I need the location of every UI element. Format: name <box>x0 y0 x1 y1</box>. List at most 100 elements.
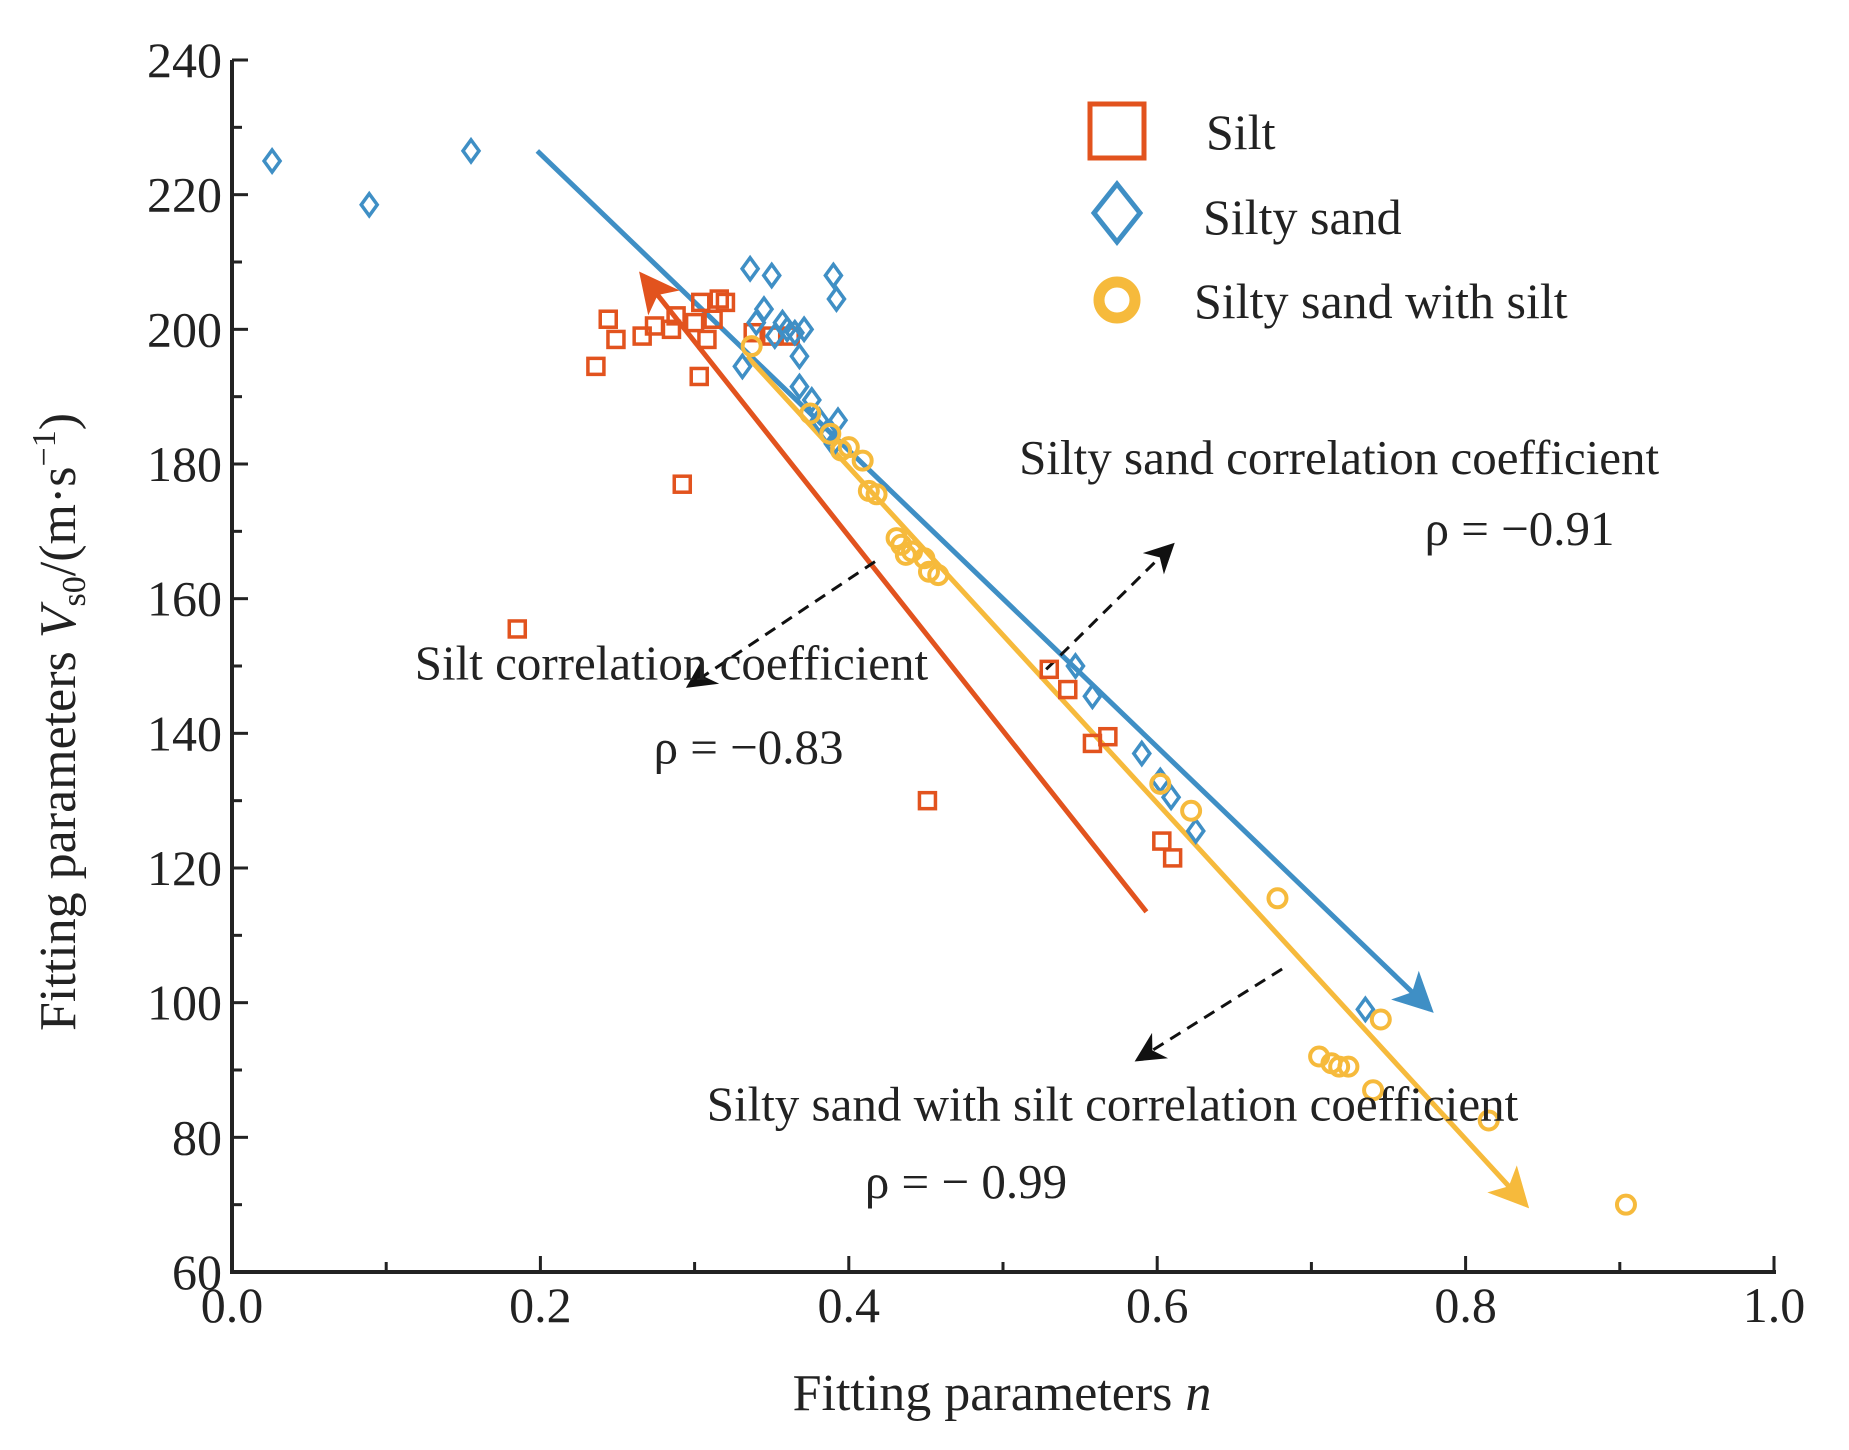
silt-annotation-arrow <box>685 560 876 688</box>
legend-silty-sand-with-silt-label: Silty sand with silt <box>1194 273 1568 329</box>
silty-sand-point <box>359 190 380 219</box>
silty-sand-point <box>789 372 810 401</box>
y-axis-label: Fitting parameters Vs0/(m·s−1) <box>26 413 93 1031</box>
silty-sand-with-silt-rho-label: ρ = − 0.99 <box>865 1154 1067 1209</box>
x-tick-label: 0.0 <box>201 1277 264 1333</box>
silt-point <box>1058 679 1078 700</box>
silty-sand-with-silt-point <box>1362 1079 1385 1102</box>
silt-point <box>1098 726 1118 747</box>
y-axis-label-unit-sup: −1 <box>26 430 63 466</box>
legend: Silt Silty sand Silty sand with silt <box>1087 101 1568 329</box>
silt-point <box>703 309 723 329</box>
silty-sand-point <box>732 352 753 381</box>
x-axis-label-var: n <box>1185 1365 1211 1422</box>
silt-point <box>1039 659 1060 680</box>
silt-point <box>598 309 618 329</box>
y-tick-label: 140 <box>147 705 222 761</box>
x-ticks: 0.0 0.2 0.4 0.6 0.8 1.0 <box>201 1256 1806 1333</box>
y-tick-label: 100 <box>147 975 222 1031</box>
y-axis-label-sub: s0 <box>56 576 93 606</box>
x-tick-label: 0.6 <box>1126 1277 1189 1333</box>
legend-silty-sand-symbol <box>1090 179 1144 247</box>
silt-rho-label: ρ = −0.83 <box>654 720 844 775</box>
legend-silt-label: Silt <box>1206 104 1276 160</box>
x-axis-label-prefix: Fitting parameters <box>793 1365 1186 1422</box>
silty-sand-point <box>1065 652 1086 680</box>
x-tick-label: 0.4 <box>818 1277 881 1333</box>
silty-sand-trend-arrow <box>535 149 1434 1013</box>
silt-point <box>1162 848 1183 868</box>
silty-sand-with-silt-point <box>927 564 950 587</box>
silty-sand-point <box>823 261 844 290</box>
y-axis-label-unit-open: /(m·s <box>30 466 87 576</box>
silty-sand-with-silt-point <box>865 483 888 506</box>
silty-sand-with-silt-point <box>851 449 874 472</box>
legend-silt-symbol <box>1087 101 1147 161</box>
x-tick-label: 1.0 <box>1743 1277 1806 1333</box>
silt-point <box>632 326 652 346</box>
silt-point <box>917 790 938 811</box>
silty-sand-point <box>826 285 847 314</box>
silt-point <box>661 319 682 340</box>
silt-point <box>691 292 711 313</box>
silty-sand-with-silt-point <box>819 422 842 445</box>
annotation-texts: Silt correlation coefficient ρ = −0.83 S… <box>415 430 1660 1209</box>
silt-point <box>586 356 606 377</box>
annotation-arrows <box>685 542 1283 1062</box>
silty-sand-point <box>1131 739 1152 768</box>
silty-sand-point <box>1185 816 1206 845</box>
silty-sand-point <box>801 386 822 415</box>
silty-sand-rho-label: ρ = −0.91 <box>1425 501 1615 556</box>
silty-sand-correlation-label: Silty sand correlation coefficient <box>1019 430 1659 485</box>
y-axis-label-prefix: Fitting parameters <box>30 638 87 1031</box>
silt-point <box>1152 831 1172 851</box>
silt-point <box>606 329 626 350</box>
silty-sand-annotation-arrow <box>1045 542 1175 671</box>
silt-point <box>672 474 693 494</box>
silty-sand-point <box>460 136 482 165</box>
silty-sand-point <box>1355 995 1376 1024</box>
silty-sand-with-silt-point <box>1477 1109 1500 1132</box>
silty-sand-with-silt-point <box>890 533 913 556</box>
y-tick-label: 80 <box>172 1109 222 1165</box>
x-axis-label: Fitting parameters n <box>793 1365 1212 1422</box>
silty-sand-point <box>809 406 830 435</box>
silt-correlation-label: Silt correlation coefficient <box>415 635 929 690</box>
silty-sand-with-silt-point <box>1328 1055 1351 1078</box>
silt-point <box>715 292 736 313</box>
y-tick-label: 220 <box>147 167 222 223</box>
silty-sand-with-silt-point <box>1337 1055 1360 1078</box>
silt-point <box>743 322 763 343</box>
y-tick-label: 120 <box>147 840 222 896</box>
silty-sand-with-silt-point <box>837 436 860 459</box>
silt-point <box>507 619 528 639</box>
silty-sand-point <box>739 254 761 283</box>
y-axis-label-unit-close: ) <box>30 413 87 430</box>
legend-silty-sand-with-silt-symbol <box>1093 276 1141 324</box>
silt-point <box>689 366 709 387</box>
silt-point <box>709 289 730 309</box>
silt-trend-arrow <box>639 271 1149 914</box>
y-tick-label: 180 <box>147 436 222 492</box>
silty-sand-with-silt-point <box>1149 772 1172 795</box>
silty-sand-point <box>1082 682 1103 711</box>
silty-sand-with-silt-correlation-label: Silty sand with silt correlation coeffic… <box>707 1077 1519 1132</box>
legend-silty-sand-label: Silty sand <box>1203 189 1402 245</box>
y-tick-label: 200 <box>147 301 222 357</box>
x-tick-label: 0.2 <box>509 1277 572 1333</box>
silty-sand-point <box>753 295 775 324</box>
y-tick-label: 240 <box>147 32 222 88</box>
y-tick-label: 160 <box>147 571 222 627</box>
silty-sand-point <box>761 261 782 290</box>
silty-sand-point <box>1160 783 1182 812</box>
plot-area: 0.0 0.2 0.4 0.6 0.8 1.0 60 80 100 120 140 160 180 20… <box>147 32 1805 1333</box>
y-ticks: 60 80 100 120 140 160 180 200 220 240 <box>147 32 248 1300</box>
silt-point <box>666 306 686 326</box>
silty-sand-with-silt-point <box>1180 799 1203 822</box>
silt-point <box>697 329 717 350</box>
silty-sand-point <box>784 318 805 347</box>
y-axis-label-var: V <box>30 601 87 638</box>
silty-sand-point <box>789 342 810 371</box>
silty-sand-point <box>261 147 283 175</box>
